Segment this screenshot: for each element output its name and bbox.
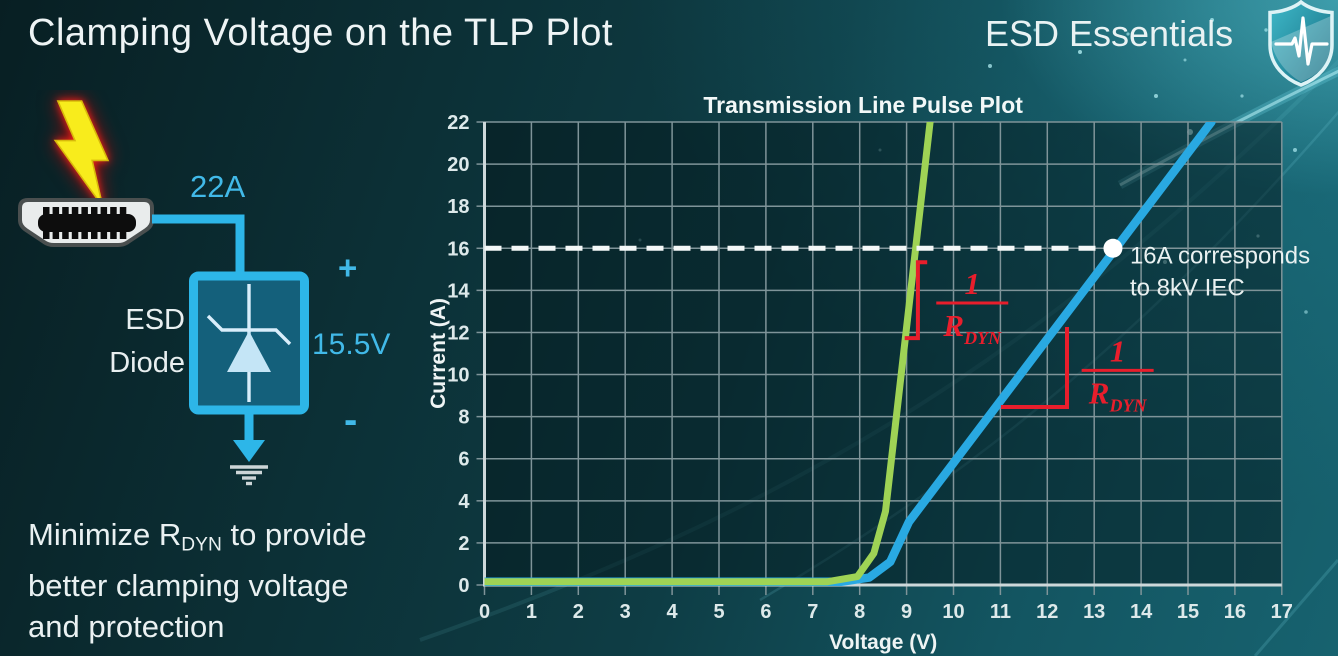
hdmi-connector-icon: [18, 198, 154, 247]
slope-bracket-1: [904, 260, 928, 341]
particle-dot: [1183, 58, 1187, 62]
y-tick-label: 20: [447, 154, 469, 176]
y-tick-label: 6: [458, 449, 469, 471]
note-line1: Minimize RDYN to provide: [28, 517, 367, 556]
y-tick-label: 0: [458, 575, 469, 597]
y-tick-label: 22: [447, 112, 469, 134]
y-tick-label: 12: [447, 322, 469, 344]
wire: [152, 214, 245, 276]
x-tick-label: 0: [479, 601, 490, 623]
x-axis-title: Voltage (V): [829, 631, 937, 654]
circuit-diagram: [18, 100, 309, 486]
y-tick-label: 10: [447, 365, 469, 387]
marker-label-line2: to 8kV IEC: [1130, 274, 1245, 301]
fraction-numerator: 1: [965, 266, 981, 301]
brand-text: ESD Essentials: [985, 13, 1234, 54]
esd-diode-label: ESD Diode: [85, 299, 185, 385]
particle-dot: [1293, 148, 1297, 152]
particle-dot: [1304, 310, 1308, 314]
y-tick-label: 8: [458, 407, 469, 429]
x-tick-label: 9: [901, 601, 912, 623]
particle-dot: [1154, 94, 1158, 98]
takeaway-note: Minimize RDYN to provide better clamping…: [28, 514, 367, 647]
x-tick-label: 11: [990, 601, 1011, 623]
x-tick-label: 12: [1036, 601, 1058, 623]
y-tick-label: 2: [458, 533, 469, 555]
x-tick-label: 15: [1177, 601, 1199, 623]
minus-terminal-label: -: [344, 398, 358, 442]
particle-dot: [1126, 32, 1130, 36]
shield-logo-icon: [1268, 0, 1334, 87]
particle-dot: [1240, 94, 1244, 98]
particle-dot: [988, 64, 992, 68]
x-tick-label: 6: [760, 601, 771, 623]
x-tick-label: 14: [1130, 601, 1153, 623]
surge-current-label: 22A: [190, 169, 246, 204]
x-tick-label: 5: [713, 601, 724, 623]
tvs-diode-symbol-icon: [206, 284, 292, 402]
particle-dot: [1033, 28, 1037, 32]
y-tick-label: 18: [447, 196, 469, 218]
lightning-icon: [53, 100, 110, 208]
page-title: Clamping Voltage on the TLP Plot: [28, 12, 613, 54]
fraction-denominator: RDYN: [942, 308, 1002, 348]
gridlines: [476, 121, 1283, 595]
marker-dot: [1103, 238, 1123, 258]
swoosh-line: [1253, 559, 1338, 656]
x-tick-label: 1: [526, 601, 537, 623]
x-tick-label: 10: [942, 601, 964, 623]
esd-diode-label-line1: ESD: [125, 304, 185, 336]
fraction-numerator: 1: [1110, 333, 1126, 368]
y-axis-title: Current (A): [430, 298, 450, 409]
x-tick-label: 16: [1224, 601, 1246, 623]
tlp-chart: 16A corresponds to 8kV IEC 1 RDYN 1 RDYN Trans…: [430, 92, 1310, 654]
x-tick-label: 13: [1083, 601, 1105, 623]
esd-diode-label-line2: Diode: [109, 347, 185, 379]
x-tick-label: 3: [620, 601, 631, 623]
particle-dot: [1264, 28, 1268, 32]
x-tick-label: 4: [667, 601, 679, 623]
particle-dot: [1210, 18, 1214, 22]
slope-bracket-2: [1000, 327, 1069, 409]
ground-icon: [230, 410, 268, 486]
series-low-rdyn-diode-green: [484, 122, 934, 586]
clamp-voltage-label: 15.5V: [312, 328, 391, 361]
marker-label-line1: 16A corresponds: [1130, 242, 1310, 269]
plus-terminal-label: +: [338, 249, 358, 286]
chart-title: Transmission Line Pulse Plot: [703, 92, 1023, 118]
fraction-denominator: RDYN: [1088, 375, 1148, 415]
y-tick-label: 14: [447, 280, 470, 302]
note-line2: better clamping voltage: [28, 568, 349, 604]
x-tick-label: 8: [854, 601, 865, 623]
y-tick-label: 4: [458, 491, 470, 513]
note-line3: and protection: [28, 609, 225, 645]
x-tick-label: 7: [807, 601, 818, 623]
x-tick-label: 2: [573, 601, 584, 623]
particle-dot: [1078, 50, 1082, 54]
y-tick-label: 16: [447, 238, 469, 260]
x-tick-label: 17: [1271, 601, 1293, 623]
